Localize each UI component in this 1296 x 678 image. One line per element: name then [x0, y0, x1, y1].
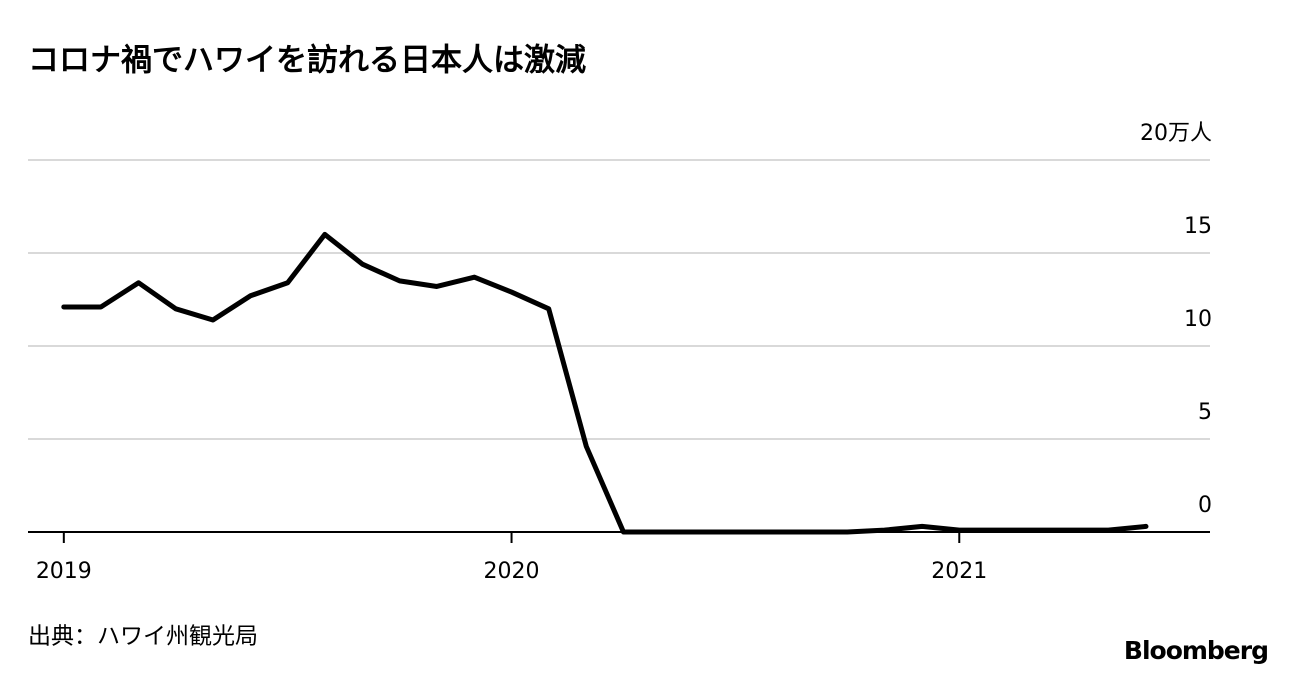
x-tick-label: 2020 — [484, 559, 540, 584]
y-tick-label: 0 — [1198, 493, 1212, 518]
logo: Bloomberg — [1124, 636, 1268, 665]
line — [61, 231, 1149, 535]
y-tick-label: 10 — [1184, 307, 1212, 332]
source: 出典：ハワイ州観光局 — [28, 624, 258, 650]
x-tick-label: 2021 — [931, 559, 987, 584]
y-tick-label: 15 — [1184, 214, 1212, 239]
chart-title: コロナ禍でハワイを訪れる日本人は激減 — [28, 43, 586, 79]
y-tick-label: 20万人 — [1140, 121, 1212, 146]
y-tick-label: 5 — [1198, 400, 1212, 425]
x-tick-label: 2019 — [36, 559, 92, 584]
